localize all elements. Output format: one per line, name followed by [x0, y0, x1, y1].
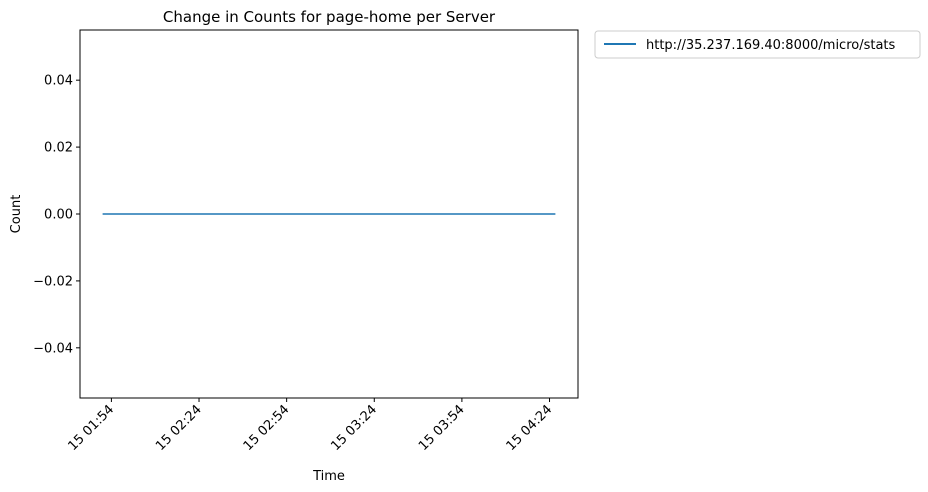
y-tick-label: 0.00	[44, 208, 73, 223]
chart-title: Change in Counts for page-home per Serve…	[163, 8, 496, 26]
x-tick-label: 15 02:24	[153, 402, 205, 454]
x-axis-label: Time	[312, 469, 345, 484]
y-tick-label: −0.02	[33, 274, 73, 289]
legend: http://35.237.169.40:8000/micro/stats	[594, 30, 921, 59]
x-axis-ticks: 15 01:54 15 02:24 15 02:54 15 03:24 15 03:54…	[66, 398, 556, 454]
y-tick-label: −0.04	[33, 341, 73, 356]
x-tick-label: 15 03:54	[416, 402, 468, 454]
x-tick-label: 15 04:24	[504, 402, 556, 454]
x-tick-label: 15 01:54	[66, 402, 118, 454]
x-tick-label: 15 03:24	[328, 402, 380, 454]
y-tick-label: 0.04	[44, 74, 73, 89]
y-tick-label: 0.02	[44, 141, 73, 156]
y-axis-label: Count	[9, 195, 24, 234]
x-tick-label: 15 02:54	[241, 402, 293, 454]
legend-label: http://35.237.169.40:8000/micro/stats	[646, 38, 896, 53]
legend-frame	[594, 30, 921, 59]
plot-frame	[79, 29, 579, 399]
y-axis-ticks: −0.04 −0.02 0.00 0.02 0.04	[33, 74, 80, 356]
